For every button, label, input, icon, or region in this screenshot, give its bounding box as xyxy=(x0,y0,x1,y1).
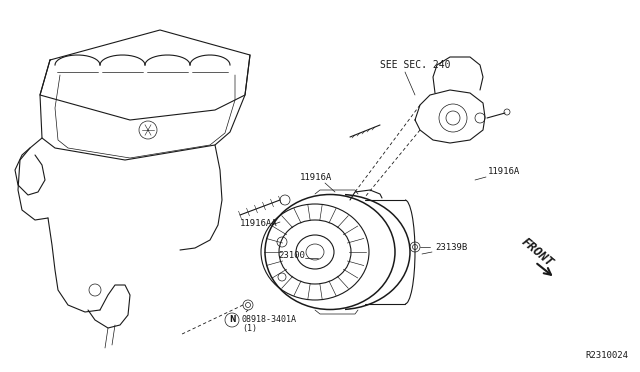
Text: 11916AA: 11916AA xyxy=(240,218,278,228)
Text: (1): (1) xyxy=(242,324,257,334)
Text: N: N xyxy=(228,315,236,324)
Text: FRONT: FRONT xyxy=(518,235,556,269)
Text: 08918-3401A: 08918-3401A xyxy=(242,315,297,324)
Text: R2310024: R2310024 xyxy=(585,351,628,360)
Text: 23100: 23100 xyxy=(278,250,305,260)
Text: 23139B: 23139B xyxy=(435,244,467,253)
Text: 11916A: 11916A xyxy=(300,173,332,183)
Text: 11916A: 11916A xyxy=(488,167,520,176)
Text: SEE SEC. 240: SEE SEC. 240 xyxy=(380,60,451,70)
